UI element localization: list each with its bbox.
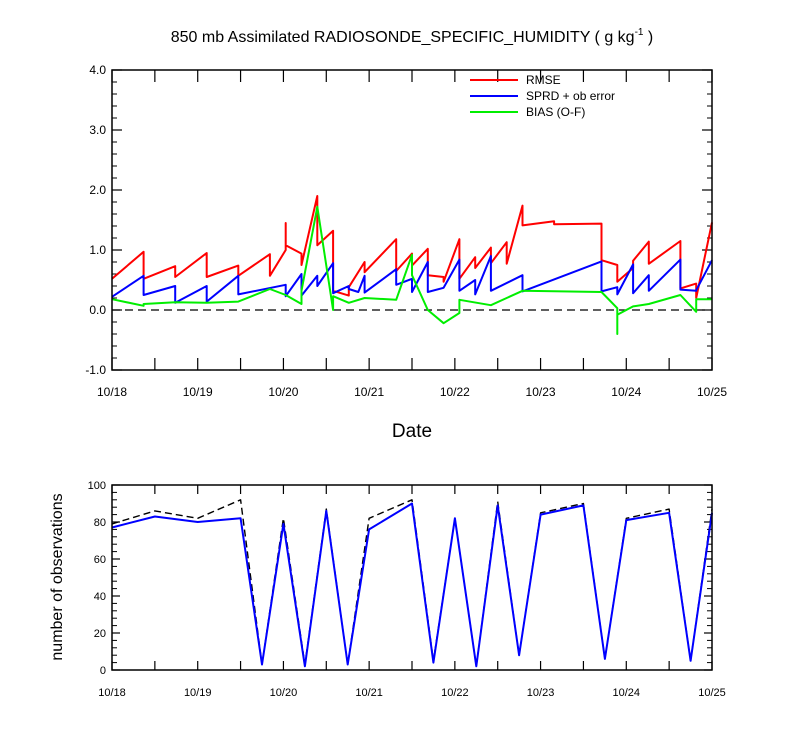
y-tick-label: 2.0 [89,183,106,197]
bottom-axes: 0 20 40 60 80 100 10/18 10/19 10/20 10/21 10/22 10/… [88,480,726,699]
x-tick-label: 10/20 [270,687,298,699]
top-plot-frame [111,69,713,371]
x-tick-label: 10/22 [440,385,470,399]
y-tick-label: 20 [94,628,106,640]
y-tick-label: 4.0 [89,63,106,77]
series-line-used [111,502,713,668]
top-axes: -1.0 0.0 1.0 2.0 3.0 4.0 10/18 10/19 10/20 10/21 1… [85,63,727,399]
x-tick-label: 10/23 [526,385,556,399]
title-main: 850 mb Assimilated RADIOSONDE_SPECIFIC_H… [171,29,635,46]
top-panel: 850 mb Assimilated RADIOSONDE_SPECIFIC_H… [85,27,727,442]
x-tick-label: 10/23 [527,687,555,699]
x-tick-label: 10/18 [97,385,127,399]
top-series-lines [111,195,713,335]
x-tick-label: 10/25 [697,385,727,399]
y-tick-label: 80 [94,517,106,529]
x-tick-label: 10/21 [354,385,384,399]
x-tick-label: 10/21 [355,687,383,699]
x-tick-label: 10/25 [698,687,726,699]
legend: RMSE SPRD + ob error BIAS (O-F) [470,73,615,119]
x-tick-label: 10/19 [183,385,213,399]
y-tick-label: 1.0 [89,243,106,257]
y-tick-label: -1.0 [85,363,106,377]
title-end: ) [643,29,653,46]
x-tick-label: 10/19 [184,687,212,699]
y-tick-label: 3.0 [89,123,106,137]
series-line-possible [111,499,713,667]
y-axis-label: number of observations [49,493,66,660]
legend-label-bias: BIAS (O-F) [526,105,585,119]
series-line-rmse [111,195,713,299]
x-tick-label: 10/22 [441,687,469,699]
x-axis-label: Date [392,421,432,442]
title-superscript: -1 [635,27,644,38]
legend-label-rmse: RMSE [526,73,561,87]
x-tick-label: 10/18 [98,687,126,699]
y-tick-label: 100 [88,480,106,492]
series-line-bias [111,205,712,335]
y-tick-label: 0.0 [89,303,106,317]
bottom-plot-frame [111,484,713,671]
legend-label-sprd: SPRD + ob error [526,89,615,103]
x-tick-label: 10/24 [611,385,641,399]
y-tick-label: 0 [100,665,106,677]
chart-title: 850 mb Assimilated RADIOSONDE_SPECIFIC_H… [171,27,654,46]
y-tick-label: 60 [94,554,106,566]
bottom-series-lines [111,499,713,668]
series-line-sprd [111,255,713,304]
x-tick-label: 10/24 [613,687,641,699]
bottom-panel: 0 20 40 60 80 100 10/18 10/19 10/20 10/21 10/22 10/… [49,480,726,699]
x-tick-label: 10/20 [268,385,298,399]
y-tick-label: 40 [94,591,106,603]
